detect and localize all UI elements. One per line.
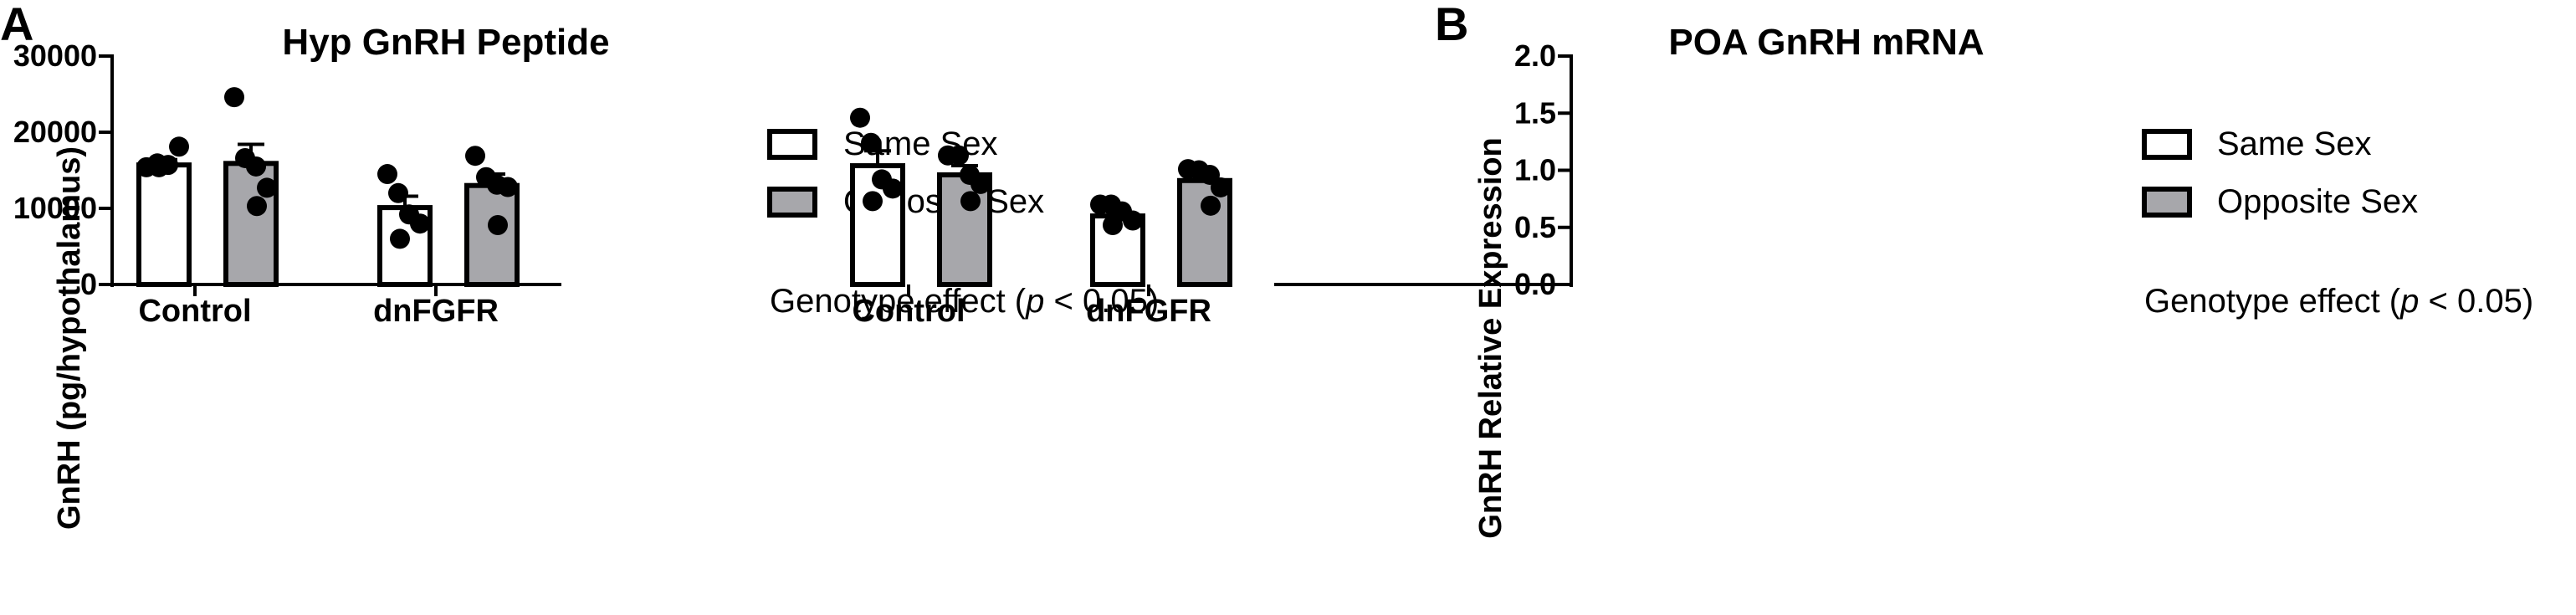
y-tick-label: 10000 [13,191,97,225]
annotation-prefix: Genotype effect ( [770,283,1027,320]
data-point [863,191,883,212]
y-tick-label: 2.0 [1514,38,1556,73]
data-point [1201,195,1221,216]
data-point [257,177,277,198]
data-point [224,87,244,108]
data-point [410,213,430,234]
annotation-suffix: < 0.05) [1044,283,1159,320]
plot-area: 0.0 0.5 1.0 1.5 2.0 Control dnFGFR [850,38,1573,329]
y-tick-label: 0.0 [1514,267,1556,301]
data-point [390,228,410,249]
data-point [850,107,870,128]
annotation-genotype-effect: Genotype effect (p < 0.05) [770,283,1159,320]
y-tick-label: 30000 [13,38,97,73]
legend-label-opposite-sex: Opposite Sex [2217,183,2418,220]
y-axis-label: GnRH Relative Expression [1473,137,1508,538]
data-point [970,173,991,194]
annotation-genotype-effect: Genotype effect (p < 0.05) [2144,283,2533,320]
annotation-p: p [2399,283,2419,320]
data-point [247,196,267,217]
data-point [949,145,969,166]
data-point [861,132,881,153]
legend: Same Sex Opposite Sex [767,126,1044,220]
panel-a: A Hyp GnRH Peptide GnRH (pg/hypothalamus… [0,0,1159,530]
data-point [246,156,266,177]
chart-title: Hyp GnRH Peptide [282,22,609,63]
data-point [883,178,903,199]
annotation-suffix: < 0.05) [2419,283,2533,320]
data-point [388,182,408,203]
legend: Same Sex Opposite Sex [2142,126,2418,220]
panel-b: B POA GnRH mRNA GnRH Relative Expression… [850,0,2533,539]
data-point [1123,210,1143,231]
annotation-p: p [1025,283,1044,320]
bar [464,182,520,287]
x-tick-label: dnFGFR [1086,294,1211,329]
panel-letter: A [0,0,33,50]
legend-swatch-opposite-sex [767,187,817,218]
y-tick-label: 1.5 [1514,95,1556,130]
panel-letter: B [1435,0,1468,50]
legend-swatch-same-sex [767,129,817,160]
data-point [465,146,485,167]
legend-swatch-same-sex [2142,129,2192,160]
x-tick-label: Control [138,294,251,329]
x-tick-label: dnFGFR [373,294,499,329]
y-tick-label: 1.0 [1514,153,1556,187]
y-tick-label: 20000 [13,115,97,149]
data-point [169,136,189,157]
data-point [149,156,169,177]
data-point [498,177,518,197]
legend-label-same-sex: Same Sex [2217,126,2372,162]
y-tick-label: 0 [80,267,97,301]
bar [136,162,192,287]
data-point [377,164,397,185]
plot-area: 0 10000 20000 30000 Control dnFGFR [13,38,561,329]
x-tick-label: Control [852,294,965,329]
data-point [488,215,508,236]
data-point [1103,215,1123,236]
data-point [1211,177,1231,197]
chart-title: POA GnRH mRNA [1668,22,1984,63]
legend-swatch-opposite-sex [2142,187,2192,218]
y-tick-label: 0.5 [1514,210,1556,244]
data-point [960,191,981,212]
annotation-prefix: Genotype effect ( [2144,283,2401,320]
y-axis-label: GnRH (pg/hypothalamus) [52,146,87,530]
